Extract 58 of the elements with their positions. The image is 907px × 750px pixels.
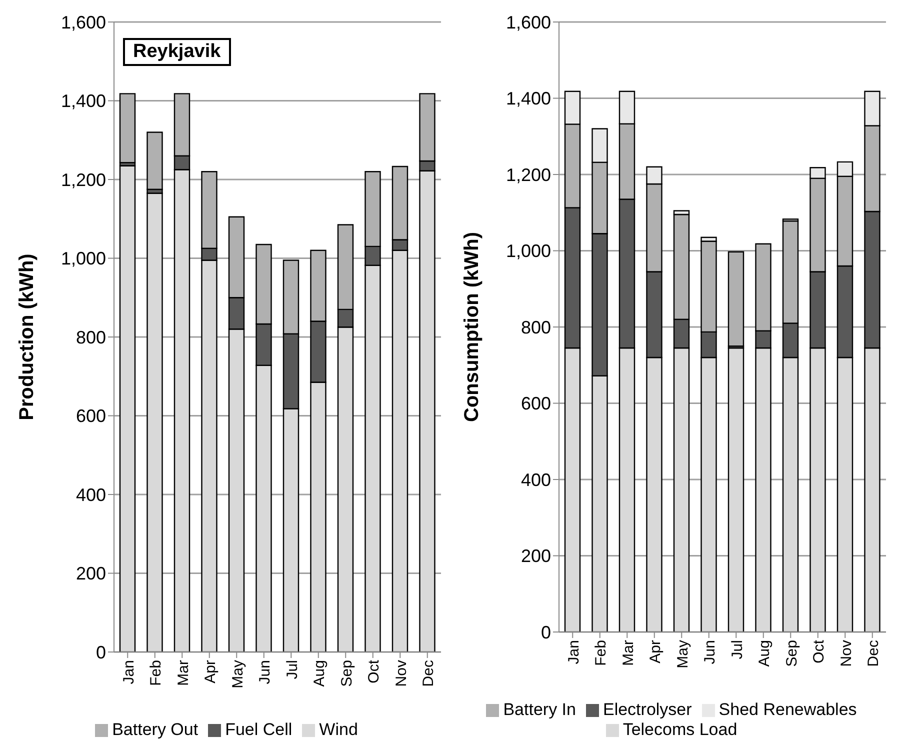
y-tick-label: 200 <box>76 564 106 584</box>
y-tick-label: 1,200 <box>60 170 106 190</box>
y-tick-label: 600 <box>520 394 551 414</box>
bar <box>146 132 163 190</box>
bar <box>728 347 744 632</box>
y-axis-title: Production (kWh) <box>16 254 38 420</box>
x-tick-label: Oct <box>810 639 828 664</box>
x-tick-label: Jun <box>256 660 274 684</box>
legend-label: Wind <box>319 720 358 739</box>
x-tick-label: Feb <box>148 660 165 686</box>
legend-label: Battery In <box>503 700 576 719</box>
x-tick-label: Mar <box>174 660 192 686</box>
x-tick-label: Oct <box>366 659 383 684</box>
x-tick-label: Mar <box>620 640 637 666</box>
x-tick-label: Jul <box>284 660 301 680</box>
x-tick-label: Apr <box>202 660 220 684</box>
bar <box>146 192 163 652</box>
y-tick-label: 0 <box>540 622 551 642</box>
x-tick-label: May <box>229 660 246 688</box>
legend-label: Shed Renewables <box>718 700 857 719</box>
y-tick-label: 1,200 <box>506 164 551 185</box>
y-tick-label: 1,400 <box>506 88 551 109</box>
x-tick-label: Feb <box>592 640 610 666</box>
x-tick-label: Jan <box>565 640 582 664</box>
bar <box>728 251 744 347</box>
x-tick-label: Sep <box>783 640 800 667</box>
x-tick-label: Aug <box>756 640 774 667</box>
legend-label: Fuel Cell <box>225 720 292 739</box>
bar <box>119 165 136 652</box>
x-tick-label: Aug <box>311 660 328 687</box>
x-tick-label: Dec <box>865 640 882 667</box>
y-tick-label: 400 <box>76 484 106 505</box>
x-tick-label: Apr <box>647 640 664 664</box>
y-tick-label: 1,000 <box>506 241 551 262</box>
y-tick-label: 1,000 <box>60 248 106 269</box>
x-tick-label: Jun <box>702 640 719 664</box>
y-tick-label: 200 <box>520 546 551 566</box>
y-tick-label: 1,600 <box>506 12 551 32</box>
legend-label: Electrolyser <box>602 700 692 719</box>
annotation: Reykjavik <box>123 38 231 66</box>
x-tick-label: Sep <box>338 660 356 687</box>
x-tick-label: Jan <box>120 660 138 684</box>
x-tick-label: Jul <box>728 640 746 660</box>
y-tick-label: 800 <box>76 327 106 348</box>
y-axis-title: Consumption (kWh) <box>461 232 484 422</box>
y-tick-label: 1,400 <box>60 91 106 112</box>
legend-label: Battery Out <box>112 720 198 739</box>
x-tick-label: May <box>674 640 692 668</box>
x-tick-label: Nov <box>838 640 855 667</box>
legend-label: Telecoms Load <box>622 720 738 739</box>
y-tick-label: 600 <box>76 406 106 426</box>
x-tick-label: Dec <box>420 660 438 687</box>
bar <box>119 93 136 164</box>
y-tick-label: 1,600 <box>60 12 106 32</box>
y-tick-label: 800 <box>520 317 551 338</box>
y-tick-label: 0 <box>96 642 106 662</box>
y-tick-label: 400 <box>520 470 551 490</box>
x-tick-label: Nov <box>392 660 410 687</box>
